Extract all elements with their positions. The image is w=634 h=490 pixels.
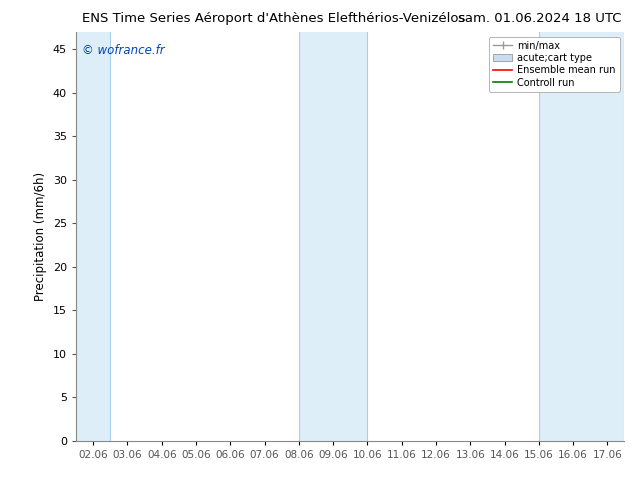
Text: © wofrance.fr: © wofrance.fr: [82, 44, 164, 57]
Text: sam. 01.06.2024 18 UTC: sam. 01.06.2024 18 UTC: [458, 12, 621, 25]
Legend: min/max, acute;cart type, Ensemble mean run, Controll run: min/max, acute;cart type, Ensemble mean …: [489, 37, 619, 92]
Text: ENS Time Series Aéroport d'Athènes Elefthérios-Venizélos: ENS Time Series Aéroport d'Athènes Eleft…: [82, 12, 466, 25]
Bar: [539, 32, 624, 441]
Y-axis label: Precipitation (mm/6h): Precipitation (mm/6h): [34, 172, 48, 301]
Bar: [299, 32, 368, 441]
Bar: [76, 32, 110, 441]
